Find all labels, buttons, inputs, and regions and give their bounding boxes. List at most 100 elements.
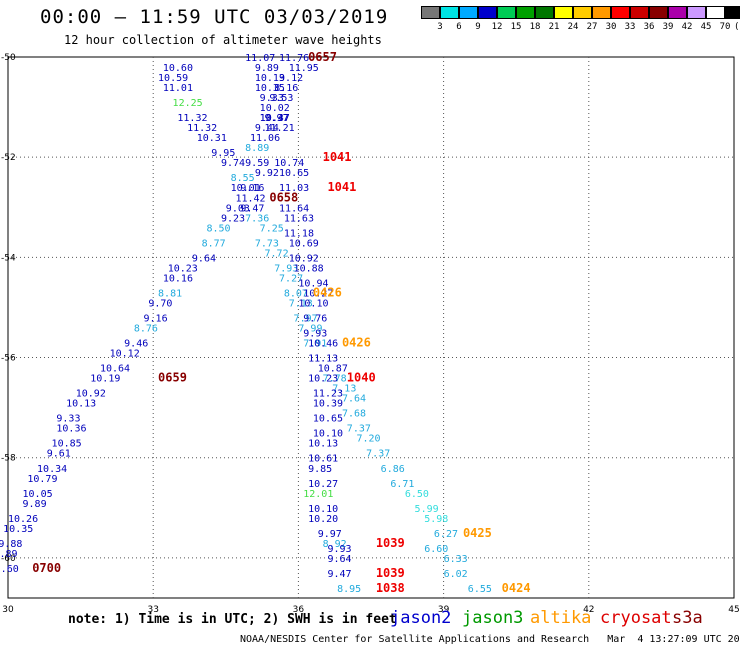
pass-time-label: 0426	[342, 336, 371, 350]
wave-height-label: 10.65	[279, 168, 309, 179]
wave-height-label: 7.25	[260, 223, 284, 234]
wave-height-label: 10.26	[8, 514, 38, 525]
wave-height-label: 10.69	[289, 238, 319, 249]
wave-height-label: 9.47	[240, 203, 264, 214]
wave-height-label: 8.81	[158, 288, 182, 299]
pass-time-label: 0657	[308, 50, 337, 64]
wave-height-label: 11.06	[250, 133, 280, 144]
wave-height-label: 10.47	[260, 113, 290, 124]
wave-height-label: 9.23	[221, 213, 245, 224]
wave-height-label: 10.10	[313, 429, 343, 440]
pass-time-label: 0424	[502, 581, 531, 595]
lat-tick-label: -60	[1, 554, 16, 564]
legend-jason2: jason2	[390, 608, 452, 628]
colorbar-cell	[421, 6, 440, 19]
colorbar-cell	[630, 6, 649, 19]
wave-height-label: 11.03	[279, 183, 309, 194]
colorbar-cell	[497, 6, 516, 19]
wave-height-label: 7.27	[279, 273, 303, 284]
wave-height-label: 9.61	[47, 449, 71, 460]
wave-height-label: 12.01	[303, 489, 333, 500]
pass-time-label: 0426	[313, 285, 342, 299]
pass-time-label: 1039	[376, 566, 405, 580]
wave-height-label: 7.37	[347, 424, 371, 435]
wave-height-label: 7.20	[356, 434, 380, 445]
colorbar-cell	[706, 6, 725, 19]
wave-height-label: 10.79	[27, 474, 57, 485]
wave-height-label: 10.39	[313, 399, 343, 410]
wave-height-label: 6.71	[390, 479, 414, 490]
colorbar-label: 33	[624, 22, 636, 32]
wave-height-label: 10.23	[308, 374, 338, 385]
wave-height-label: 10.34	[37, 464, 67, 475]
wave-height-label: 8.55	[231, 173, 255, 184]
colorbar-cell	[516, 6, 535, 19]
wave-height-label: 10.64	[100, 364, 130, 375]
wave-height-label: 9.93	[327, 544, 351, 555]
wave-height-label: 7.72	[265, 248, 289, 259]
colorbar-cell	[611, 6, 630, 19]
wave-height-label: 7.13	[289, 298, 313, 309]
lon-tick-label: 39	[438, 605, 450, 615]
wave-height-label: 7.73	[255, 238, 279, 249]
wave-height-label: 10.60	[163, 63, 193, 74]
colorbar-label: 3	[437, 22, 443, 32]
wave-height-label: 11.23	[313, 389, 343, 400]
wave-height-label: 10.13	[66, 399, 96, 410]
colorbar-label: 21	[548, 22, 560, 32]
colorbar-cell	[592, 6, 611, 19]
wave-height-label: 9.88	[0, 539, 22, 550]
wave-height-label: 9.95	[211, 148, 235, 159]
colorbar-cell	[535, 6, 554, 19]
wave-height-label: 10.61	[308, 454, 338, 465]
colorbar-cell	[687, 6, 706, 19]
colorbar-label: 30	[605, 22, 617, 32]
wave-height-label: 9.33	[56, 414, 80, 425]
wave-height-label: 10.16	[163, 273, 193, 284]
wave-height-label: 10.88	[294, 263, 324, 274]
wave-height-label: 11.76	[279, 53, 309, 64]
colorbar-label: 45	[700, 22, 712, 32]
colorbar-label: 36	[643, 22, 655, 32]
lat-tick-label: -56	[1, 354, 16, 364]
wave-height-label: 10.74	[274, 158, 304, 169]
map-subtitle: 12 hour collection of altimeter wave hei…	[64, 33, 382, 47]
colorbar-label: 18	[529, 22, 541, 32]
wave-height-label: 6.60	[424, 544, 448, 555]
wave-height-label: 9.16	[240, 183, 264, 194]
wave-height-label: 10.59	[158, 73, 188, 84]
wave-height-label: 10.05	[23, 489, 53, 500]
colorbar-cell	[668, 6, 687, 19]
wave-height-label: 12.25	[173, 98, 203, 109]
wave-height-label: 10.46	[308, 339, 338, 350]
wave-height-label: 10.60	[0, 564, 19, 575]
wave-height-label: 9.44	[255, 123, 279, 134]
wave-height-label: 11.42	[235, 193, 265, 204]
colorbar-label: 39	[662, 22, 674, 32]
wave-height-label: 9.64	[327, 554, 351, 565]
wave-height-label: 11.32	[177, 113, 207, 124]
lon-tick-label: 30	[2, 605, 14, 615]
wave-height-label: 7.13	[332, 384, 356, 395]
wave-height-label: 10.31	[197, 133, 227, 144]
pass-time-label: 0425	[463, 526, 492, 540]
wave-height-label: 8.89	[245, 143, 269, 154]
wave-height-label: 6.55	[468, 584, 492, 595]
wave-height-label: 9.97	[318, 529, 342, 540]
wave-height-label: 11.21	[265, 123, 295, 134]
wave-height-label: 10.02	[260, 103, 290, 114]
map-frame	[7, 56, 735, 599]
wave-height-label: 10.36	[56, 424, 86, 435]
wave-height-label: 9.16	[144, 313, 168, 324]
wave-height-label: 10.20	[308, 514, 338, 525]
map-title: 00:00 — 11:59 UTC 03/03/2019	[40, 6, 389, 28]
lat-tick-label: -50	[1, 53, 16, 63]
colorbar-label: 9	[475, 22, 481, 32]
wave-height-label: 7.97	[294, 313, 318, 324]
wave-height-label: 9.59	[245, 158, 269, 169]
colorbar-label: 24	[567, 22, 579, 32]
wave-height-label: 10.35	[3, 524, 33, 535]
wave-height-label: 9.85	[308, 464, 332, 475]
wave-height-label: 10.85	[52, 439, 82, 450]
